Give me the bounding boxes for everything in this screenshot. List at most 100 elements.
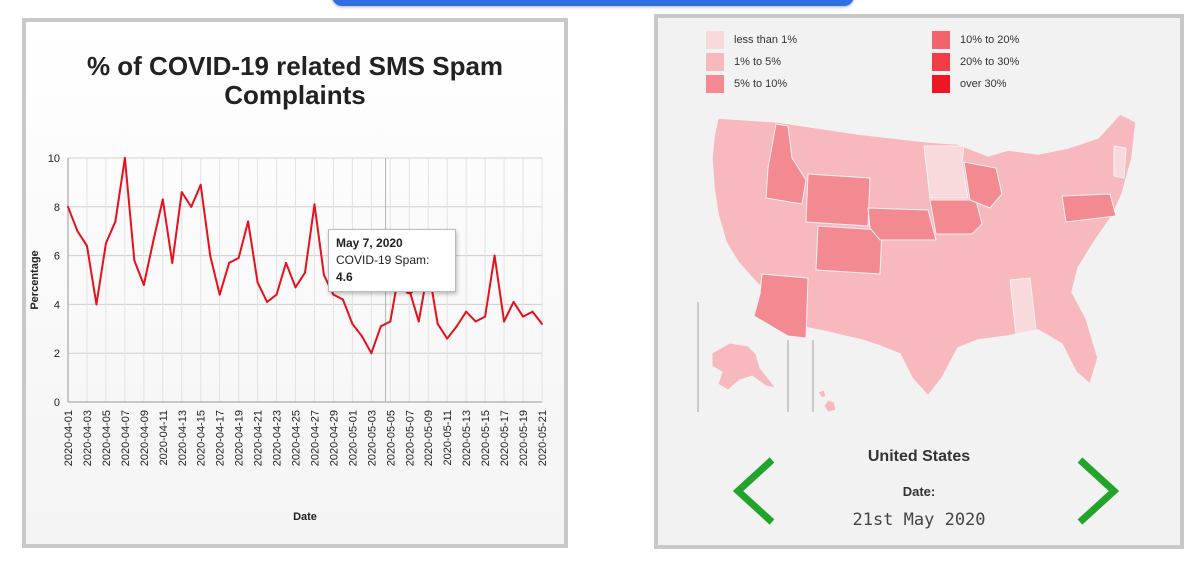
series-line-segment [360,335,373,355]
line-chart-panel: % of COVID-19 related SMS Spam Complaint… [22,18,568,548]
y-axis-label: Percentage [29,250,41,309]
series-line-segment [370,325,382,355]
legend-item: 10% to 20% [932,31,1020,49]
tooltip-label: COVID-19 Spam: [336,253,430,267]
legend-swatch [932,31,950,49]
us-choropleth-map[interactable] [658,18,1180,545]
legend-label: over 30% [960,78,1007,90]
series-line-segment [256,281,269,303]
series-line-segment [341,298,354,325]
x-tick-label: 2020-05-07 [404,410,416,466]
map-state-alaska[interactable] [711,342,778,391]
x-tick-label: 2020-04-07 [120,410,132,466]
x-tick-label: 2020-04-21 [253,410,265,466]
series-line-segment [332,293,344,301]
chart-title: % of COVID-19 related SMS Spam Complaint… [86,51,504,110]
x-tick-label: 2020-05-11 [442,410,454,465]
legend-swatch [706,75,724,93]
y-tick-label: 10 [48,153,60,165]
series-line-segment [76,230,88,247]
legend-label: less than 1% [734,34,797,46]
legend-label: 5% to 10% [734,78,788,90]
legend-item: 1% to 5% [706,53,782,71]
series-line-segment [142,239,155,286]
map-state-idaho[interactable] [765,123,807,205]
y-tick-label: 2 [54,348,60,360]
legend-label: 10% to 20% [960,34,1020,46]
tooltip-date: May 7, 2020 [336,236,403,250]
date-value: 21st May 2020 [852,510,986,530]
x-tick-label: 2020-05-01 [347,410,359,466]
series-line-segment [114,157,126,223]
series-line-segment [408,288,420,323]
series-line-segment [171,191,183,264]
series-line-segment [237,220,250,260]
series-line-segment [522,310,534,318]
x-tick-label: 2020-04-09 [139,410,151,466]
region-name: United States [867,448,971,465]
x-tick-label: 2020-05-05 [385,410,397,466]
x-tick-label: 2020-05-17 [499,410,511,466]
y-tick-label: 4 [54,299,60,311]
x-tick-label: 2020-04-27 [309,410,321,466]
series-line-segment [512,300,525,318]
series-line-segment [152,198,164,242]
series-line-segment [161,198,174,264]
series-line-segment [294,271,306,289]
map-state-colorado[interactable] [815,225,883,275]
series-line-segment [247,220,259,284]
chevron-left-icon[interactable] [730,456,780,526]
series-line-segment [304,203,316,274]
map-state-hawaii[interactable] [817,389,837,413]
x-tick-label: 2020-04-13 [177,410,189,466]
map-state-alabama[interactable] [1009,277,1037,335]
series-line-segment [275,261,288,296]
series-line-segment [209,254,221,296]
series-line-segment [493,254,506,323]
series-line-segment [85,244,98,306]
legend-label: 20% to 30% [960,56,1020,68]
series-line-segment [313,203,325,277]
x-tick-label: 2020-04-03 [82,410,94,466]
map-state-wisconsin[interactable] [963,161,1003,209]
series-line-segment [455,310,468,328]
legend-item: over 30% [932,75,1007,93]
series-line-segment [266,293,278,303]
date-label: Date: [902,484,936,499]
y-tick-label: 8 [54,202,60,214]
x-tick-label: 2020-04-19 [234,410,246,466]
series-line-segment [351,322,363,338]
map-state-nebraska[interactable] [867,207,937,241]
x-tick-label: 2020-05-03 [366,410,378,466]
map-state-arizona[interactable] [753,273,809,339]
x-tick-label: 2020-05-15 [480,410,492,466]
series-line-segment [199,183,212,257]
map-state-iowa[interactable] [929,199,983,235]
map-state-wyoming[interactable] [805,173,871,227]
line-chart: 0 2 4 6 8 10 2020-04-01 2020-04-03 2020-04-05 202… [29,153,549,523]
legend-item: less than 1% [706,31,797,49]
map-state-pennsylvania[interactable] [1061,193,1117,223]
series-line-segment [465,310,477,323]
map-state-new-hampshire[interactable] [1113,145,1127,179]
x-axis-label: Date [293,511,317,523]
tooltip-value: 4.6 [336,270,353,284]
chevron-right-icon[interactable] [1072,456,1122,526]
series-line-segment [436,322,449,340]
legend-swatch [706,53,724,71]
top-banner-button[interactable] [332,0,854,6]
map-panel: less than 1% 1% to 5% 5% to 10% 10% to 20% 2… [654,14,1184,549]
x-tick-label: 2020-04-05 [101,410,113,466]
x-tick-label: 2020-04-25 [291,410,303,466]
series-line-segment [190,183,202,208]
series-line-segment [180,191,193,208]
series-line-segment [484,254,496,318]
map-state-minnesota[interactable] [923,145,969,199]
series-line-segment [531,310,543,325]
series-line-segment [218,261,231,296]
x-tick-label: 2020-05-21 [537,410,549,466]
series-line-segment [95,242,107,306]
legend-item: 5% to 10% [706,75,788,93]
series-line-segment [228,257,240,264]
legend-label: 1% to 5% [734,56,782,68]
